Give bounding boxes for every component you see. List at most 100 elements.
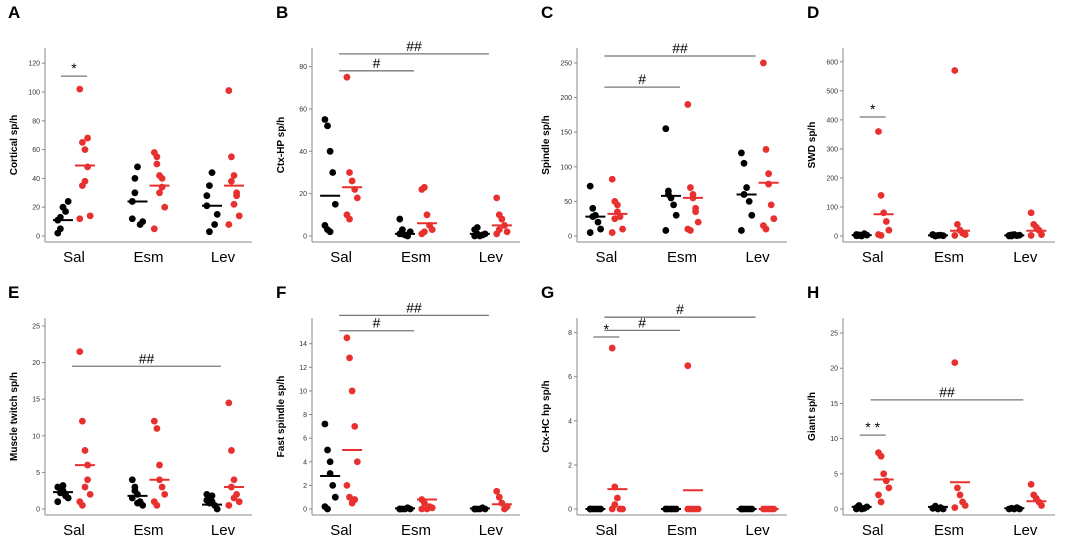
y-tick-label: 80 xyxy=(299,64,307,71)
black-data-point xyxy=(206,182,213,190)
red-data-point xyxy=(608,344,616,352)
x-tick-label: Sal xyxy=(330,249,352,266)
red-data-point xyxy=(692,204,699,212)
red-data-point xyxy=(84,134,91,142)
red-data-point xyxy=(882,218,890,225)
red-data-point xyxy=(689,191,697,198)
red-data-point xyxy=(235,212,243,220)
red-data-point xyxy=(346,169,353,176)
panel-e: E 0 5 10 15 20 25 Muscle twitch sp/h Sal Esm Lev ## xyxy=(8,283,252,535)
y-tick-label: 6 xyxy=(303,436,307,443)
panel-letter: G xyxy=(541,283,554,302)
y-axis-label: Ctx-HP sp/h xyxy=(276,117,287,174)
black-data-point xyxy=(62,208,69,215)
panel-letter: E xyxy=(8,283,19,302)
y-tick-label: 25 xyxy=(830,331,838,338)
x-tick-label: Sal xyxy=(862,249,884,266)
y-tick-label: 12 xyxy=(299,365,307,372)
x-tick-label: Esm xyxy=(401,522,431,535)
y-tick-label: 40 xyxy=(299,149,307,156)
red-data-point xyxy=(225,501,233,509)
y-tick-label: 120 xyxy=(28,61,40,68)
x-tick-label: Lev xyxy=(479,522,504,535)
red-data-point xyxy=(684,505,692,513)
x-tick-label: Sal xyxy=(596,249,618,266)
black-data-point xyxy=(213,211,221,218)
y-tick-label: 80 xyxy=(32,118,40,125)
y-axis-label: Muscle twitch sp/h xyxy=(9,372,20,461)
x-tick-label: Esm xyxy=(401,249,431,266)
red-data-point xyxy=(608,229,616,236)
red-data-point xyxy=(230,476,238,484)
red-data-point xyxy=(78,501,86,509)
y-tick-label: 200 xyxy=(560,95,572,102)
significance-label: # xyxy=(373,315,381,331)
red-data-point xyxy=(228,153,235,161)
y-tick-label: 0 xyxy=(568,507,572,514)
red-data-point xyxy=(343,334,351,342)
panel-a: A 0 20 40 60 80 100 120 Cortical sp/h Sal Esm Lev * xyxy=(8,3,252,266)
y-axis-label: Cortical sp/h xyxy=(9,115,20,176)
black-data-point xyxy=(326,147,334,155)
red-data-point xyxy=(225,87,233,94)
red-data-point xyxy=(951,232,959,239)
y-tick-label: 0 xyxy=(568,234,572,241)
red-data-point xyxy=(233,189,241,197)
y-axis-label: Giant sp/h xyxy=(807,392,818,441)
y-tick-label: 0 xyxy=(36,507,40,514)
x-tick-label: Sal xyxy=(596,522,618,535)
red-data-point xyxy=(875,128,882,135)
x-tick-label: Sal xyxy=(862,522,884,535)
red-data-point xyxy=(619,505,626,513)
red-data-point xyxy=(961,502,969,509)
red-data-point xyxy=(493,194,501,202)
y-tick-label: 400 xyxy=(826,117,838,124)
red-data-point xyxy=(84,476,91,484)
red-data-point xyxy=(351,422,359,430)
red-data-point xyxy=(228,177,235,185)
red-data-point xyxy=(961,231,969,238)
red-data-point xyxy=(614,201,621,209)
black-data-point xyxy=(743,184,750,191)
red-data-point xyxy=(687,184,694,191)
black-data-point xyxy=(672,211,680,219)
red-data-point xyxy=(156,461,163,469)
y-tick-label: 14 xyxy=(299,341,307,348)
red-data-point xyxy=(418,505,426,513)
y-tick-label: 100 xyxy=(826,204,838,211)
black-data-point xyxy=(331,493,339,501)
red-data-point xyxy=(153,425,161,432)
black-data-point xyxy=(738,227,745,234)
x-tick-label: Lev xyxy=(1013,522,1038,535)
red-data-point xyxy=(348,177,356,185)
red-data-point xyxy=(611,501,619,508)
black-data-point xyxy=(206,228,213,236)
red-data-point xyxy=(423,211,431,219)
red-data-point xyxy=(956,491,964,499)
x-tick-label: Sal xyxy=(330,522,352,535)
black-data-point xyxy=(662,227,670,234)
red-data-point xyxy=(765,170,772,178)
x-tick-label: Esm xyxy=(134,249,164,266)
y-tick-label: 100 xyxy=(560,164,572,171)
red-data-point xyxy=(78,139,86,146)
y-tick-label: 300 xyxy=(826,146,838,153)
black-data-point xyxy=(589,204,597,212)
black-data-point xyxy=(64,198,72,205)
black-data-point xyxy=(324,505,331,513)
x-tick-label: Lev xyxy=(211,249,236,266)
panel-g: G 0 2 4 6 8 Ctx-HC hp sp/h Sal Esm Lev * # # xyxy=(541,283,787,535)
x-tick-label: Esm xyxy=(667,249,697,266)
red-data-point xyxy=(875,491,882,499)
y-tick-label: 500 xyxy=(826,88,838,95)
significance-label: ## xyxy=(406,299,422,315)
black-data-point xyxy=(139,218,147,226)
red-data-point xyxy=(351,496,359,503)
black-data-point xyxy=(128,215,136,223)
black-data-point xyxy=(670,201,677,209)
red-data-point xyxy=(421,228,428,236)
significance-label: # xyxy=(638,71,646,87)
y-tick-label: 0 xyxy=(834,234,838,241)
black-data-point xyxy=(131,175,139,182)
red-data-point xyxy=(150,417,158,425)
